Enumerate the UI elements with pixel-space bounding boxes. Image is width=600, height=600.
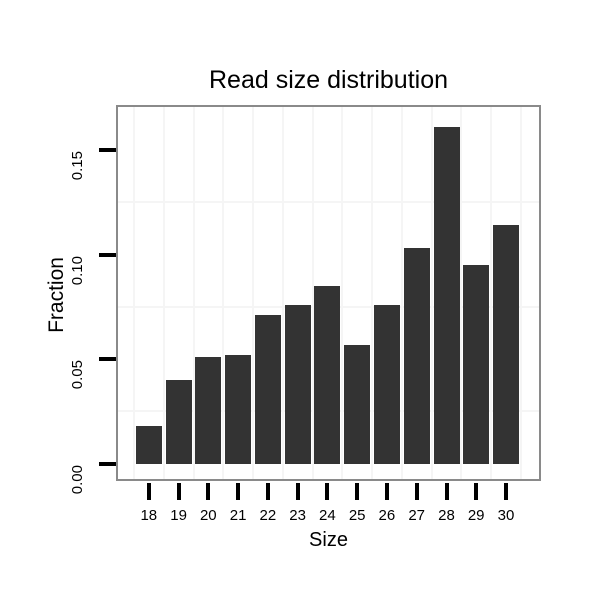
bar xyxy=(403,248,430,464)
chart-title: Read size distribution xyxy=(208,66,448,94)
x-tick-mark xyxy=(504,483,508,500)
bar xyxy=(433,126,460,464)
y-axis-title: Fraction xyxy=(45,257,68,333)
gridline-vertical xyxy=(192,107,195,479)
x-tick-mark xyxy=(355,483,360,500)
gridline-vertical xyxy=(490,107,493,479)
gridline-horizontal xyxy=(118,201,539,204)
gridline-vertical xyxy=(460,107,463,479)
x-tick-mark xyxy=(146,483,151,500)
x-tick-label: 26 xyxy=(378,507,396,524)
x-tick-label: 19 xyxy=(170,507,187,524)
gridline-vertical xyxy=(222,107,225,479)
y-tick-mark xyxy=(99,461,116,466)
x-tick-label: 27 xyxy=(408,507,426,524)
bar xyxy=(493,225,519,464)
y-tick-label: 0.00 xyxy=(69,464,86,494)
bar xyxy=(463,265,490,464)
x-tick-mark xyxy=(265,483,270,500)
y-tick-mark xyxy=(99,147,116,152)
bar xyxy=(195,357,222,464)
x-axis-title: Size xyxy=(309,529,348,551)
x-tick-label: 22 xyxy=(259,507,277,524)
gridline-vertical xyxy=(371,107,373,479)
bar xyxy=(373,304,400,464)
y-tick-label: 0.15 xyxy=(69,150,86,181)
y-tick-label: 0.10 xyxy=(69,255,86,285)
bar xyxy=(135,426,162,464)
gridline-vertical xyxy=(281,107,284,479)
x-tick-label: 29 xyxy=(467,507,485,524)
y-tick-label: 0.05 xyxy=(69,360,86,390)
bar xyxy=(254,315,281,464)
bar xyxy=(284,304,311,464)
gridline-vertical xyxy=(341,107,344,479)
x-tick-label: 18 xyxy=(140,507,158,524)
gridline-vertical xyxy=(400,107,403,479)
x-tick-mark xyxy=(325,483,330,500)
gridline-vertical xyxy=(252,107,254,479)
y-tick-mark xyxy=(99,357,116,362)
x-tick-mark xyxy=(444,483,449,500)
x-tick-label: 24 xyxy=(319,507,336,524)
gridline-vertical xyxy=(519,107,522,479)
y-tick-mark xyxy=(99,252,116,257)
bar xyxy=(165,380,192,464)
x-tick-label: 21 xyxy=(229,507,247,524)
gridline-vertical xyxy=(311,107,314,479)
plot-panel xyxy=(116,105,541,481)
bar xyxy=(314,285,341,464)
x-tick-mark xyxy=(384,483,389,500)
x-tick-label: 25 xyxy=(348,507,366,524)
x-tick-label: 23 xyxy=(289,507,306,524)
x-tick-mark xyxy=(414,483,419,500)
bar xyxy=(344,344,371,464)
x-tick-mark xyxy=(474,483,479,500)
x-tick-mark xyxy=(236,483,241,500)
gridline-vertical xyxy=(132,107,135,479)
x-tick-label: 28 xyxy=(438,507,455,524)
x-tick-mark xyxy=(176,483,181,500)
x-tick-mark xyxy=(295,483,300,500)
x-tick-label: 30 xyxy=(497,507,515,524)
x-tick-mark xyxy=(206,483,211,500)
x-tick-label: 20 xyxy=(199,507,217,524)
bar xyxy=(225,354,252,464)
gridline-vertical xyxy=(430,107,433,479)
gridline-vertical xyxy=(162,107,165,479)
